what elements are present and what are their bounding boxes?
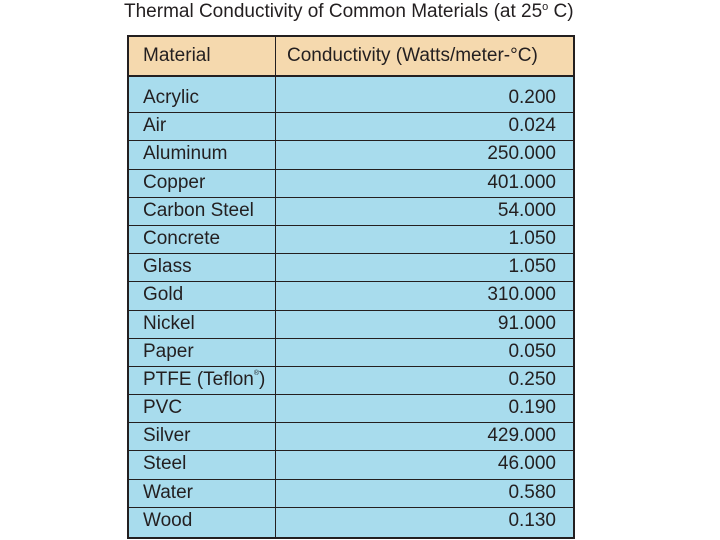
material-cell: Carbon Steel: [143, 200, 254, 222]
header-conductivity: Conductivity (Watts/meter-°C): [287, 45, 538, 66]
conductivity-value: 1.050: [508, 256, 556, 278]
material-cell: Wood: [143, 510, 192, 532]
table-row: Air 0.024: [129, 113, 573, 142]
table-row: Silver 429.000: [129, 423, 573, 452]
material-name: Gold: [143, 284, 184, 306]
material-name: Carbon Steel: [143, 199, 254, 221]
registered-mark: ®: [253, 369, 260, 377]
material-cell: Concrete: [143, 228, 220, 250]
conductivity-value: 250.000: [487, 143, 556, 165]
table-row: PVC 0.190: [129, 395, 573, 424]
material-cell: Silver: [143, 425, 191, 447]
table-row: Steel 46.000: [129, 451, 573, 480]
conductivity-table: Material Conductivity (Watts/meter-°C) A…: [127, 35, 575, 539]
material-name: PVC: [143, 397, 183, 419]
table-row: Wood 0.130: [129, 508, 573, 536]
material-name: Aluminum: [143, 143, 228, 165]
conductivity-value: 1.050: [508, 227, 556, 249]
table-row: Gold 310.000: [129, 282, 573, 311]
table-rows: Acrylic 0.200 Air 0.024 Aluminum 250.000 Coppe…: [129, 85, 573, 536]
conductivity-value: 0.250: [508, 368, 556, 390]
material-name: Copper: [143, 171, 206, 193]
material-suffix: ): [259, 368, 266, 390]
conductivity-value: 0.200: [508, 87, 556, 108]
material-name: Water: [143, 481, 193, 503]
conductivity-value: 0.190: [508, 397, 556, 419]
material-cell: Acrylic: [143, 87, 199, 109]
material-cell: Nickel: [143, 313, 195, 335]
table-body: [129, 77, 573, 537]
material-name: Paper: [143, 340, 194, 362]
conductivity-value: 310.000: [487, 284, 556, 306]
material-name: Glass: [143, 256, 192, 278]
material-cell: Water: [143, 482, 193, 504]
material-cell: Aluminum: [143, 143, 227, 165]
title-main: Thermal Conductivity of Common Materials…: [124, 1, 543, 22]
conductivity-value: 429.000: [487, 425, 556, 447]
table-row: Copper 401.000: [129, 170, 573, 198]
table-row: Carbon Steel 54.000: [129, 198, 573, 226]
conductivity-value: 401.000: [487, 171, 556, 193]
table-row: Aluminum 250.000: [129, 141, 573, 170]
table-row: Acrylic 0.200: [129, 85, 573, 114]
page-title: Thermal Conductivity of Common Materials…: [124, 1, 574, 23]
table-row: Paper 0.050: [129, 339, 573, 367]
conductivity-value: 0.580: [508, 481, 556, 503]
header-material: Material: [143, 45, 211, 66]
conductivity-value: 46.000: [497, 453, 556, 475]
material-name: PTFE (Teflon: [143, 368, 254, 390]
material-cell: Gold: [143, 284, 183, 306]
table-header: Material Conductivity (Watts/meter-°C): [129, 37, 573, 77]
material-cell: Glass: [143, 256, 192, 278]
material-name: Steel: [143, 453, 187, 475]
title-degree: o: [542, 1, 549, 13]
table-row: PTFE (Teflon®) 0.250: [129, 367, 573, 396]
material-name: Silver: [143, 425, 191, 447]
conductivity-value: 91.000: [497, 312, 556, 334]
table-row: Glass 1.050: [129, 254, 573, 283]
material-cell: Steel: [143, 453, 186, 475]
material-name: Air: [143, 115, 167, 137]
title-suffix: C): [548, 1, 574, 22]
material-cell: PTFE (Teflon®): [143, 369, 265, 391]
column-divider: [275, 37, 276, 537]
material-name: Acrylic: [143, 87, 199, 108]
table-row: Concrete 1.050: [129, 226, 573, 255]
material-name: Nickel: [143, 312, 195, 334]
conductivity-value: 0.130: [508, 509, 556, 531]
material-cell: Paper: [143, 341, 194, 363]
conductivity-value: 54.000: [497, 199, 556, 221]
material-cell: PVC: [143, 397, 182, 419]
table-row: Nickel 91.000: [129, 311, 573, 339]
material-cell: Copper: [143, 172, 205, 194]
material-cell: Air: [143, 115, 166, 137]
conductivity-value: 0.050: [508, 340, 556, 362]
material-name: Wood: [143, 509, 193, 531]
conductivity-value: 0.024: [508, 115, 556, 137]
table-row: Water 0.580: [129, 480, 573, 508]
material-name: Concrete: [143, 227, 221, 249]
